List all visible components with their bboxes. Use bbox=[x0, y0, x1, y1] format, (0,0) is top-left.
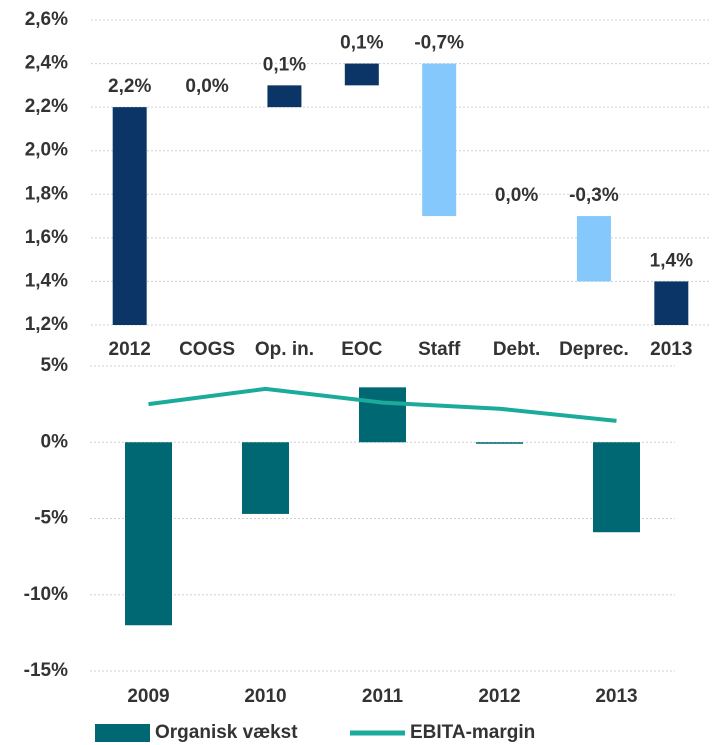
x-tick-label: 2013 bbox=[650, 339, 692, 360]
bar bbox=[344, 63, 379, 86]
x-tick-label: 2012 bbox=[109, 339, 151, 360]
bar bbox=[242, 442, 289, 514]
data-label: 2,2% bbox=[108, 76, 151, 97]
y-tick-label: 1,4% bbox=[25, 270, 68, 291]
x-tick-label: Deprec. bbox=[559, 339, 629, 360]
bar bbox=[112, 107, 147, 326]
x-tick-label: EOC bbox=[341, 339, 382, 360]
y-tick-label: 2,4% bbox=[25, 53, 68, 74]
bar bbox=[267, 85, 302, 108]
data-label: -0,7% bbox=[414, 33, 464, 54]
bar bbox=[576, 216, 611, 282]
y-tick-label: 2,0% bbox=[25, 140, 68, 161]
data-label: -0,3% bbox=[569, 185, 619, 206]
y-tick-label: -15% bbox=[24, 660, 68, 681]
data-label: 1,4% bbox=[650, 250, 693, 271]
y-tick-label: 1,8% bbox=[25, 183, 68, 204]
data-label: 0,0% bbox=[495, 185, 538, 206]
data-label: 0,1% bbox=[263, 54, 306, 75]
x-tick-label: 2011 bbox=[362, 686, 404, 707]
x-tick-label: 2013 bbox=[595, 686, 637, 707]
x-tick-label: 2009 bbox=[127, 686, 169, 707]
x-tick-label: Debt. bbox=[493, 339, 541, 360]
y-tick-label: 2,2% bbox=[25, 96, 68, 117]
bar bbox=[593, 442, 640, 533]
y-tick-label: 1,2% bbox=[25, 314, 68, 335]
x-tick-label: 2012 bbox=[478, 686, 520, 707]
y-tick-label: 1,6% bbox=[25, 227, 68, 248]
line bbox=[148, 386, 617, 423]
x-tick-label: Staff bbox=[418, 339, 461, 360]
y-tick-label: 0% bbox=[41, 431, 69, 452]
bar bbox=[359, 387, 406, 443]
bar bbox=[125, 442, 172, 626]
legend-swatch bbox=[95, 724, 150, 742]
bar bbox=[476, 442, 523, 444]
y-tick-label: 2,6% bbox=[25, 9, 68, 30]
bar bbox=[654, 281, 689, 325]
x-tick-label: COGS bbox=[179, 339, 235, 360]
legend-label: Organisk vækst bbox=[155, 722, 298, 743]
y-tick-label: -5% bbox=[34, 508, 68, 529]
y-tick-label: -10% bbox=[24, 584, 68, 605]
y-tick-label: 5% bbox=[41, 355, 69, 376]
legend-label: EBITA-margin bbox=[410, 722, 535, 743]
x-tick-label: 2010 bbox=[244, 686, 286, 707]
data-label: 0,0% bbox=[185, 76, 228, 97]
bar bbox=[422, 63, 457, 217]
data-label: 0,1% bbox=[340, 33, 383, 54]
x-tick-label: Op. in. bbox=[255, 339, 314, 360]
